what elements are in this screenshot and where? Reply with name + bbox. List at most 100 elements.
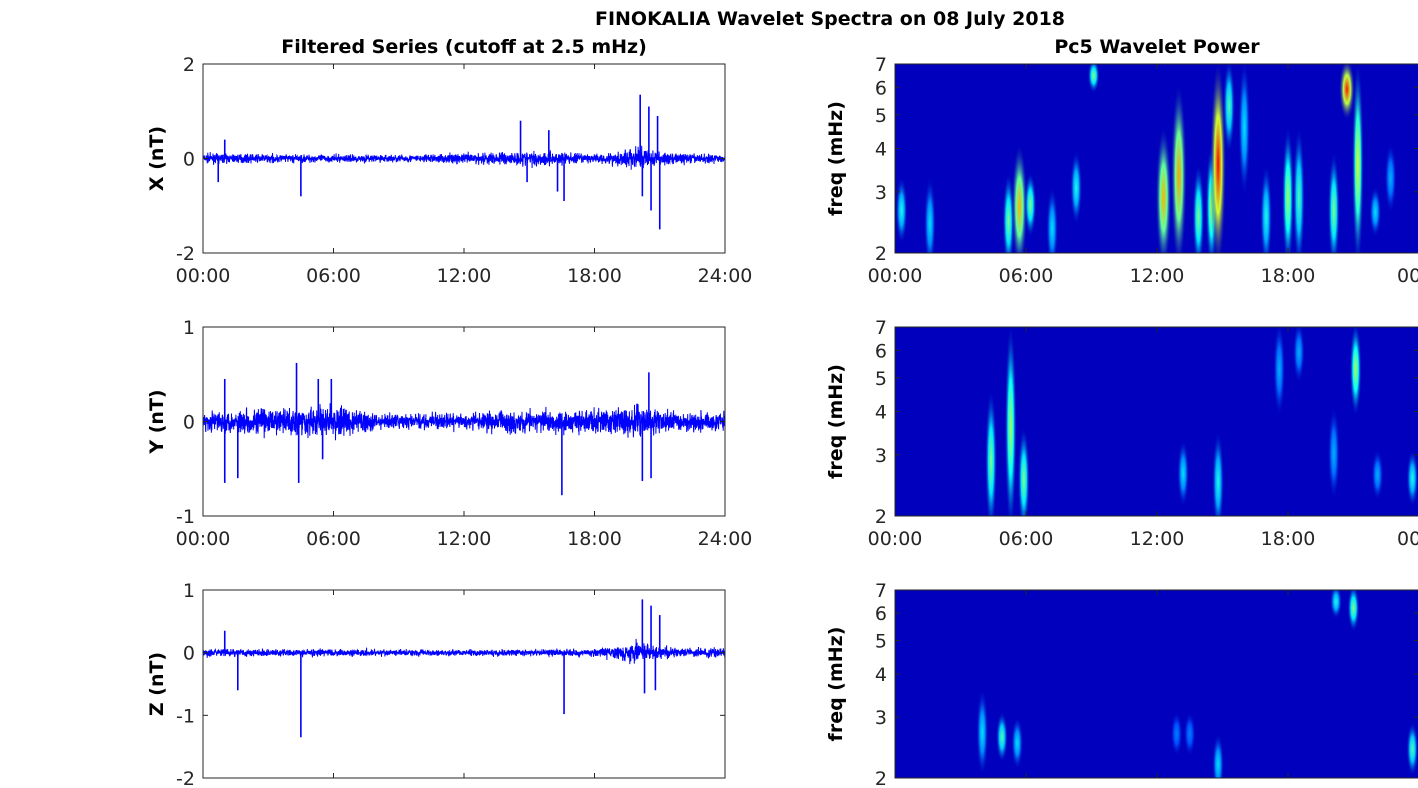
y-tick-label: 7 [875, 580, 887, 602]
wavelet-power-blob [1282, 124, 1294, 253]
x-tick-label: 06:00 [999, 528, 1054, 550]
signal-line [203, 403, 725, 441]
y-tick-label: 0 [183, 149, 195, 171]
x-tick-label: 12:00 [437, 265, 492, 287]
y-tick-label: 2 [875, 243, 887, 265]
heatmap-background [895, 590, 1418, 778]
y-tick-label: 1 [183, 317, 195, 339]
y-axis-label: Y (nT) [146, 389, 168, 454]
y-tick-label: -2 [176, 768, 195, 788]
wavelet-power-blob [1384, 142, 1397, 214]
y-axis-label: X (nT) [146, 126, 168, 191]
wavelet-power-blob [1004, 327, 1017, 516]
wavelet-power-blob [1292, 327, 1305, 384]
y-tick-label: 0 [183, 412, 195, 434]
wavelet-power-blob [1170, 81, 1187, 253]
x-tick-label: 06:00 [306, 528, 361, 550]
wavelet-panel: 2 3 4 5 67 freq (mHz) [825, 580, 1418, 788]
x-tick-label: 00:00 [868, 265, 923, 287]
left-column-title: Filtered Series (cutoff at 2.5 mHz) [281, 36, 647, 58]
x-tick-label: 00 [1397, 528, 1418, 550]
wavelet-power-blob [1177, 439, 1190, 508]
y-tick-label: 5 [875, 368, 887, 390]
x-tick-label: 18:00 [567, 265, 622, 287]
heatmap-blobs [895, 64, 1397, 253]
wavelet-panel: 2 3 4 5 67 00:00 06:00 12:00 18:00 00 freq (mHz) [825, 54, 1418, 287]
wavelet-power-blob [1170, 711, 1183, 757]
x-tick-label: 00:00 [176, 528, 231, 550]
wavelet-power-blob [1273, 327, 1286, 418]
y-tick-label: -1 [176, 506, 195, 528]
wavelet-power-blob [1330, 590, 1343, 620]
time-series-panel: -2 0 2 00:00 06:00 12:00 18:00 24:00 X (nT) [146, 54, 752, 287]
y-tick-label: 4 [875, 664, 887, 686]
y-tick-label: -1 [176, 705, 195, 727]
wavelet-power-blob [1347, 590, 1360, 633]
y-tick-label: -2 [176, 243, 195, 265]
y-axis-label: freq (mHz) [825, 101, 847, 216]
wavelet-power-blob [1238, 64, 1251, 198]
y-tick-label: 3 [875, 707, 887, 729]
wavelet-power-blob [923, 176, 936, 253]
wavelet-power-blob [1351, 64, 1364, 253]
wavelet-power-blob [1406, 448, 1418, 508]
wavelet-power-blob [1024, 171, 1037, 238]
y-tick-label: 3 [875, 445, 887, 467]
wavelet-power-blob [1292, 124, 1305, 253]
y-axis-label: freq (mHz) [825, 364, 847, 479]
y-tick-label: 2 [875, 768, 887, 788]
wavelet-power-blob [895, 176, 908, 245]
y-tick-label: 2 [875, 506, 887, 528]
wavelet-power-blob [1183, 711, 1196, 757]
heatmap-blobs [985, 327, 1418, 516]
wavelet-power-blob [1371, 448, 1384, 501]
figure-title: FINOKALIA Wavelet Spectra on 08 July 201… [595, 8, 1065, 30]
wavelet-power-blob [1192, 162, 1205, 253]
wavelet-power-blob [1087, 64, 1100, 94]
y-tick-label: 0 [183, 643, 195, 665]
wavelet-power-blob [985, 387, 998, 516]
wavelet-power-blob [1210, 64, 1227, 253]
x-tick-label: 24:00 [698, 265, 753, 287]
x-tick-label: 12:00 [1130, 528, 1185, 550]
x-tick-label: 24:00 [698, 528, 753, 550]
y-tick-label: 1 [183, 580, 195, 602]
wavelet-power-blob [1002, 171, 1015, 253]
wavelet-power-blob [1212, 429, 1225, 516]
y-axis-label: Z (nT) [146, 652, 168, 716]
wavelet-power-blob [1327, 405, 1340, 501]
wavelet-power-blob [995, 711, 1008, 764]
time-series-panel: -1 0 1 00:00 06:00 12:00 18:00 24:00 Y (nT) [146, 317, 752, 550]
heatmap-blobs [976, 590, 1418, 778]
wavelet-power-blob [1070, 150, 1083, 226]
x-tick-label: 00:00 [868, 528, 923, 550]
wavelet-power-blob [1212, 732, 1225, 778]
wavelet-power-blob [1406, 721, 1418, 777]
x-tick-label: 12:00 [1130, 265, 1185, 287]
x-tick-label: 00:00 [176, 265, 231, 287]
y-axis-label: freq (mHz) [825, 627, 847, 742]
y-tick-label: 5 [875, 630, 887, 652]
y-tick-label: 6 [875, 77, 887, 99]
x-tick-label: 18:00 [1261, 528, 1316, 550]
signal-line [203, 638, 725, 665]
wavelet-power-blob [1327, 150, 1340, 253]
wavelet-power-blob [1155, 124, 1172, 253]
y-tick-label: 4 [875, 138, 887, 160]
y-tick-label: 6 [875, 340, 887, 362]
y-tick-label: 6 [875, 603, 887, 625]
wavelet-power-blob [1369, 185, 1382, 238]
wavelet-power-blob [1349, 327, 1362, 418]
wavelet-power-blob [1011, 716, 1024, 770]
wavelet-power-blob [1017, 425, 1030, 516]
y-tick-label: 3 [875, 182, 887, 204]
wavelet-power-blob [1011, 142, 1028, 253]
y-tick-label: 7 [875, 317, 887, 339]
heatmap-background [895, 327, 1418, 516]
wavelet-power-blob [976, 688, 989, 777]
wavelet-power-blob [1223, 64, 1236, 155]
signal-line [203, 145, 725, 170]
wavelet-power-blob [1338, 64, 1355, 121]
x-tick-label: 00 [1397, 265, 1418, 287]
